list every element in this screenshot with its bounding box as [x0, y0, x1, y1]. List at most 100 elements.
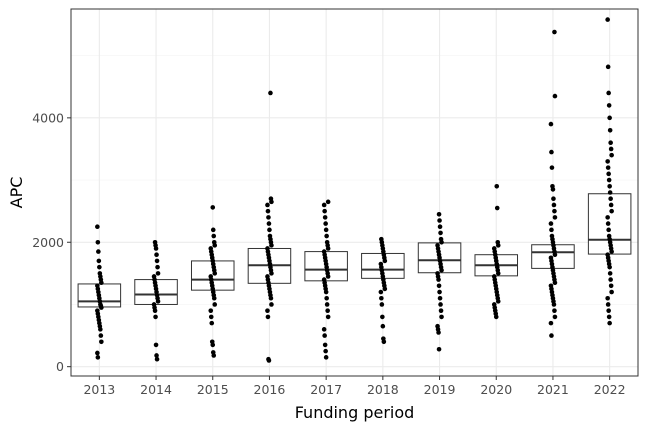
y-tick-label: 2000 [32, 235, 64, 250]
data-point [212, 302, 218, 307]
data-point [209, 320, 215, 326]
data-point [379, 302, 385, 307]
point-series [95, 17, 614, 363]
x-tick-label: 2017 [310, 382, 342, 397]
data-point [325, 274, 331, 279]
data-point [96, 258, 102, 264]
data-point [608, 283, 614, 289]
data-point [153, 246, 159, 251]
data-point [269, 302, 274, 307]
data-point [605, 17, 610, 22]
data-point [97, 264, 102, 270]
data-point [155, 271, 161, 276]
panel-border [70, 8, 639, 377]
data-point [548, 221, 554, 226]
data-point [552, 252, 558, 258]
data-point [549, 227, 554, 233]
data-point [437, 224, 443, 230]
data-point [609, 208, 614, 214]
x-axis-title: Funding period [295, 403, 415, 422]
data-point [437, 289, 442, 295]
data-point [99, 305, 104, 310]
data-point [265, 208, 271, 214]
y-tick-label: 0 [56, 359, 64, 374]
data-point [99, 339, 104, 345]
data-point [438, 302, 443, 307]
data-point [322, 342, 328, 348]
data-point [552, 280, 558, 285]
data-point [609, 289, 614, 295]
data-point [208, 314, 214, 320]
data-point [265, 314, 271, 320]
data-point [321, 202, 327, 208]
data-point [552, 308, 557, 313]
data-point [211, 295, 217, 301]
data-point [154, 356, 160, 362]
data-point [606, 177, 612, 183]
data-point [266, 358, 272, 363]
data-point [493, 314, 499, 320]
data-point [266, 221, 272, 226]
data-point [495, 271, 501, 276]
data-point [605, 64, 611, 70]
data-point [381, 339, 387, 345]
x-tick-label: 2016 [254, 382, 286, 397]
data-point [95, 224, 100, 230]
data-point [96, 249, 101, 254]
data-point [325, 199, 331, 205]
data-point [323, 227, 329, 233]
data-point [323, 348, 328, 354]
data-point [439, 314, 444, 320]
x-tick-label: 2014 [140, 382, 172, 397]
data-point [210, 205, 216, 210]
data-point [607, 190, 613, 195]
data-point [607, 264, 612, 270]
data-point [608, 140, 613, 146]
data-point [607, 271, 613, 276]
data-point [436, 330, 441, 335]
data-point [606, 103, 612, 108]
data-point [325, 314, 331, 320]
data-point [606, 227, 611, 233]
data-point [323, 355, 329, 360]
data-point [322, 208, 327, 214]
x-tick-label: 2018 [367, 382, 399, 397]
data-point [609, 249, 614, 254]
data-point [437, 295, 443, 301]
data-point [438, 230, 443, 236]
data-point [607, 115, 612, 121]
data-point [551, 302, 557, 307]
data-point [321, 327, 327, 332]
data-point [153, 342, 159, 348]
data-point [439, 267, 444, 273]
data-point [379, 295, 384, 301]
data-point [211, 353, 217, 358]
y-axis-title: APC [7, 177, 26, 209]
data-point [324, 295, 329, 301]
data-point [210, 227, 216, 233]
data-point [495, 299, 501, 304]
data-point [548, 121, 554, 127]
data-point [436, 277, 441, 282]
data-point [269, 271, 274, 276]
data-point [324, 233, 329, 239]
data-point [552, 93, 558, 99]
data-point [266, 215, 271, 220]
data-point [382, 286, 388, 292]
data-point [552, 208, 557, 214]
data-point [606, 90, 611, 96]
data-point [552, 314, 558, 320]
grid [71, 9, 638, 376]
data-point [608, 277, 613, 282]
data-point [323, 221, 328, 226]
data-point [265, 308, 270, 313]
data-point [607, 183, 612, 189]
data-point [605, 165, 611, 170]
data-point [549, 165, 555, 170]
data-point [608, 146, 614, 152]
axes: 0 2000 4000 2013 2014 2015 2016 2017 2018 2019 202… [32, 110, 625, 397]
data-point [607, 127, 613, 133]
y-tick-label: 4000 [32, 110, 64, 125]
data-point [608, 196, 613, 202]
data-point [211, 233, 217, 239]
